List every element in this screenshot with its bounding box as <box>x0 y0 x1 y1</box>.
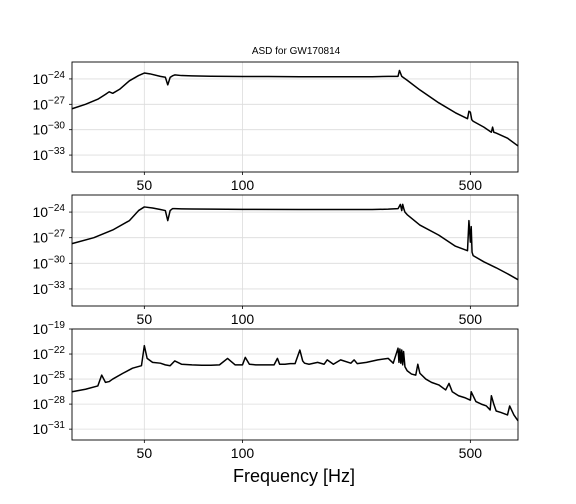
asd-series-line-1 <box>71 203 519 281</box>
y-tick-label: 10−33 <box>32 146 65 163</box>
grid <box>72 62 518 172</box>
y-tick-label: 10−24 <box>32 203 65 220</box>
y-tick-label: 10−19 <box>32 320 65 337</box>
asd-series-line-1 <box>71 344 519 422</box>
axes-frame <box>71 328 519 441</box>
y-tick-label: 10−33 <box>32 280 65 297</box>
y-tick-label: 10−27 <box>32 229 65 246</box>
x-tick-label: 500 <box>459 177 483 193</box>
y-tick-label: 10−30 <box>32 254 65 271</box>
axes-frame <box>71 194 519 307</box>
y-tick-label: 10−25 <box>32 370 65 387</box>
x-tick-label: 50 <box>137 445 153 461</box>
y-tick-label: 10−27 <box>32 95 65 112</box>
x-tick-label: 100 <box>231 445 255 461</box>
y-tick-label: 10−31 <box>32 420 65 437</box>
x-tick-label: 50 <box>137 177 153 193</box>
chart-title: ASD for GW170814 <box>252 46 341 57</box>
y-tick-label: 10−30 <box>32 121 65 138</box>
subplot-1: 50 100 500 10−33 10−30 10−27 10−24 <box>32 61 519 193</box>
x-tick-label: 100 <box>231 177 255 193</box>
x-tick-label: 500 <box>459 445 483 461</box>
x-tick-label: 100 <box>231 311 255 327</box>
x-axis-label: Frequency [Hz] <box>233 466 355 486</box>
x-tick-label: 50 <box>137 311 153 327</box>
y-tick-label: 10−28 <box>32 395 65 412</box>
x-tick-label: 500 <box>459 311 483 327</box>
asd-series-line-1 <box>71 69 519 147</box>
subplot-3: 50 100 500 10−31 10−28 10−25 10−22 10−19 <box>32 320 519 461</box>
axes-frame <box>71 61 519 173</box>
y-tick-label: 10−22 <box>32 345 65 362</box>
subplot-2: 50 100 500 10−33 10−30 10−27 10−24 <box>32 194 519 327</box>
subplots: 50 100 500 10−33 10−30 10−27 10−24 50 100 500 10−3… <box>32 61 519 461</box>
y-tick-label: 10−24 <box>32 70 65 87</box>
